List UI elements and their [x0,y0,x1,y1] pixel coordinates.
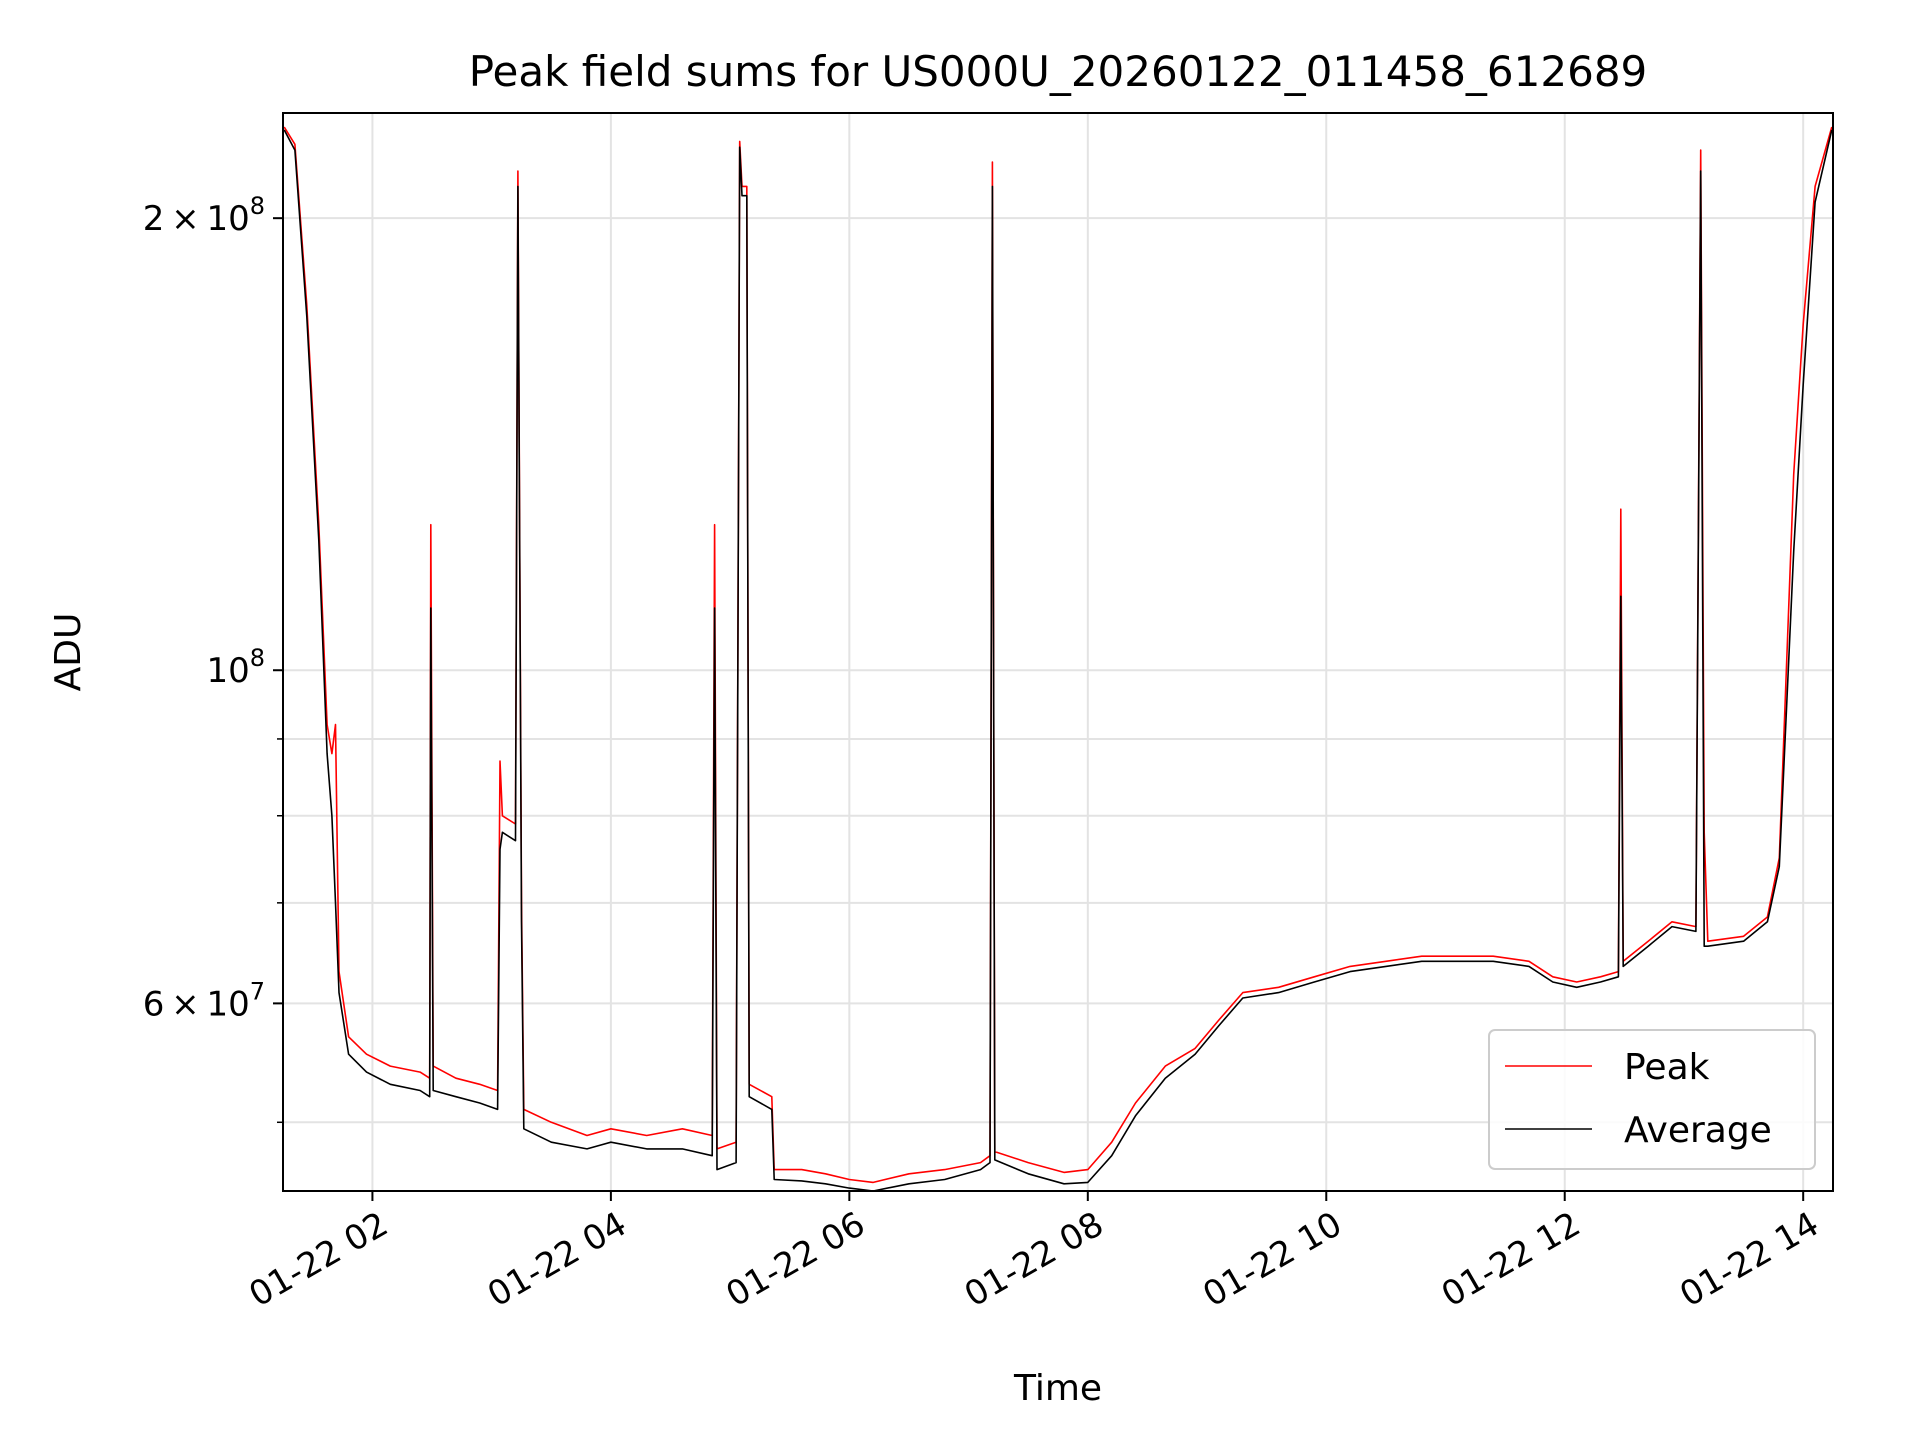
plot-frame [282,112,1834,1192]
y-tick-label: 2 × 108 [143,192,265,239]
legend-label-average: Average [1624,1110,1772,1151]
grid-layer [283,113,1833,1191]
legend-label-peak: Peak [1624,1047,1710,1088]
legend: Peak Average [1488,1029,1816,1170]
x-axis-label: Time [1013,1368,1102,1409]
legend-box [1488,1029,1816,1170]
y-tick-label: 6 × 107 [143,977,265,1024]
chart-title: Peak field sums for US000U_20260122_0114… [469,47,1648,96]
y-axis-label: ADU [48,613,89,692]
